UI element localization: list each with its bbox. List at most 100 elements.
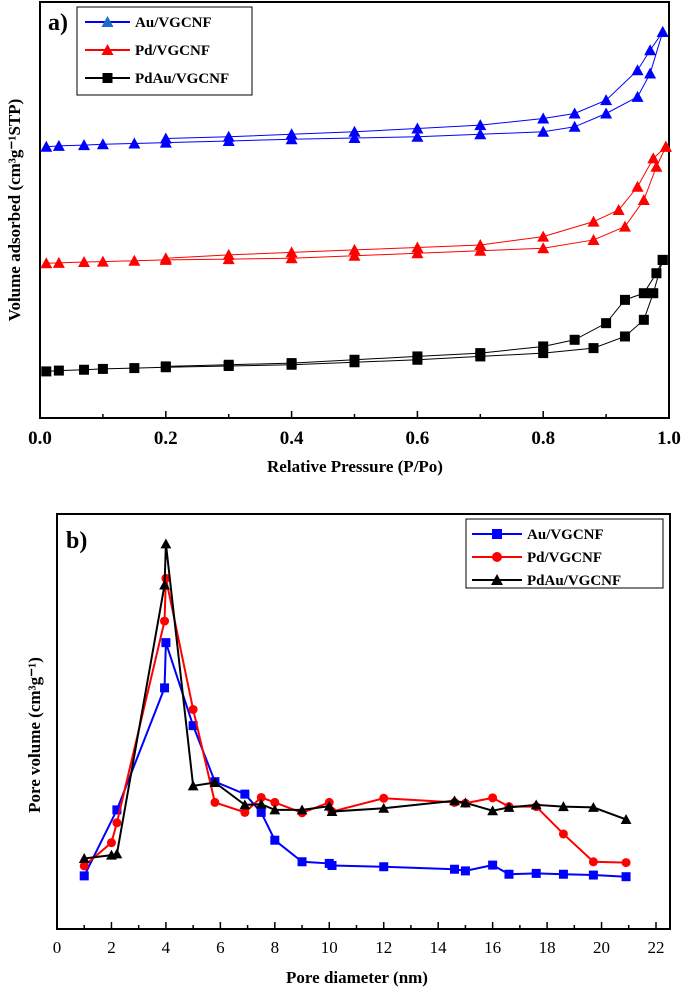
data-point-Au/VGCNF-desorption (348, 125, 361, 137)
panel-a-x-ticks: 0.0 0.2 0.4 0.6 0.8 1.0 (28, 411, 681, 449)
data-point-Au/VGCNF-distribution (270, 835, 280, 845)
panel-b-x-ticks: 0 2 4 6 8 10 12 14 16 18 20 22 (53, 922, 665, 957)
data-point-Pd/VGCNF-adsorption (587, 233, 600, 245)
data-point-Au/VGCNF-desorption (285, 128, 298, 140)
data-point-Au/VGCNF-distribution (297, 857, 307, 867)
data-point-PdAu/VGCNF-desorption (223, 359, 234, 370)
data-point-Au/VGCNF-adsorption (128, 137, 141, 149)
data-point-Au/VGCNF-desorption (411, 122, 424, 134)
data-point-PdAu/VGCNF-distribution (460, 797, 471, 808)
y-axis-label-a: Volume adsorbed (cm³g⁻¹STP) (5, 99, 24, 322)
data-point-Au/VGCNF-distribution (488, 860, 498, 870)
data-point-Pd/VGCNF-distribution (160, 616, 170, 626)
data-point-Au/VGCNF-adsorption (40, 140, 53, 152)
data-point-Pd/VGCNF-desorption (474, 238, 487, 250)
data-point-PdAu/VGCNF-desorption (651, 268, 662, 279)
data-point-Au/VGCNF-desorption (644, 44, 657, 56)
data-point-PdAu/VGCNF-desorption (412, 351, 423, 362)
data-point-Pd/VGCNF-distribution (558, 829, 568, 839)
x-tick-label: 10 (321, 938, 338, 957)
series-line-Pd/VGCNF-adsorption (46, 146, 667, 264)
data-point-Au/VGCNF-distribution (327, 861, 337, 871)
data-point-Pd/VGCNF-adsorption (96, 255, 109, 267)
data-point-Au/VGCNF-distribution (504, 869, 514, 879)
data-point-PdAu/VGCNF-desorption (601, 318, 612, 329)
data-point-Au/VGCNF-adsorption (52, 139, 65, 151)
data-point-Pd/VGCNF-distribution (79, 861, 89, 871)
data-point-PdAu/VGCNF-desorption (657, 254, 668, 265)
legend-label: Au/VGCNF (527, 527, 604, 543)
data-point-PdAu/VGCNF-distribution (487, 805, 499, 816)
data-point-Au/VGCNF-adsorption (644, 67, 657, 79)
data-point-PdAu/VGCNF-adsorption (129, 363, 140, 374)
data-point-Au/VGCNF-distribution (450, 864, 460, 874)
data-point-Pd/VGCNF-distribution (488, 793, 498, 803)
data-point-Pd/VGCNF-distribution (106, 838, 116, 848)
data-point-Pd/VGCNF-distribution (112, 818, 122, 828)
x-tick-label: 8 (271, 938, 280, 957)
data-point-Au/VGCNF-distribution (188, 721, 198, 731)
legend-marker (492, 552, 502, 562)
data-point-PdAu/VGCNF-desorption (638, 288, 649, 299)
data-point-Pd/VGCNF-distribution (621, 858, 631, 868)
data-point-Pd/VGCNF-adsorption (128, 254, 141, 266)
legend-label: PdAu/VGCNF (527, 573, 621, 589)
series-line-Pd/VGCNF-desorption (165, 146, 667, 259)
data-point-Pd/VGCNF-adsorption (537, 242, 550, 254)
data-point-PdAu/VGCNF-desorption (349, 354, 360, 365)
data-point-Au/VGCNF-distribution (112, 805, 122, 815)
data-point-Au/VGCNF-desorption (474, 119, 487, 131)
data-point-Pd/VGCNF-adsorption (618, 220, 631, 232)
data-point-Au/VGCNF-adsorption (631, 90, 644, 102)
data-point-PdAu/VGCNF-distribution (269, 804, 281, 815)
plot-frame-b (56, 513, 671, 930)
data-point-Pd/VGCNF-distribution (240, 807, 250, 817)
series-line-PdAu/VGCNF-desorption (165, 259, 664, 367)
panel-b: 0 2 4 6 8 10 12 14 16 18 20 22 b) Pore diameter (nm… (25, 513, 671, 987)
panel-b-marks (78, 538, 632, 882)
data-point-Pd/VGCNF-distribution (588, 857, 598, 867)
data-point-PdAu/VGCNF-distribution (78, 853, 90, 863)
data-point-PdAu/VGCNF-desorption (569, 334, 580, 345)
x-tick-label: 12 (375, 938, 392, 957)
data-point-PdAu/VGCNF-adsorption (588, 343, 599, 354)
x-tick-label: 2 (107, 938, 116, 957)
data-point-PdAu/VGCNF-distribution (620, 814, 632, 824)
data-point-Au/VGCNF-adsorption (474, 128, 487, 140)
data-point-PdAu/VGCNF-distribution (255, 798, 267, 809)
data-point-Au/VGCNF-distribution (621, 872, 631, 882)
data-point-PdAu/VGCNF-adsorption (53, 365, 64, 376)
x-tick-label: 0.8 (531, 428, 555, 449)
x-tick-label: 0.4 (280, 428, 304, 449)
x-tick-label: 0 (53, 938, 62, 957)
data-point-Au/VGCNF-distribution (558, 869, 568, 879)
data-point-Au/VGCNF-distribution (379, 862, 389, 872)
data-point-Pd/VGCNF-desorption (537, 230, 550, 242)
data-point-Pd/VGCNF-desorption (348, 243, 361, 255)
x-tick-label: 20 (593, 938, 610, 957)
data-point-PdAu/VGCNF-distribution (503, 802, 515, 812)
data-point-Pd/VGCNF-distribution (379, 793, 389, 803)
data-point-PdAu/VGCNF-distribution (326, 806, 338, 817)
data-point-PdAu/VGCNF-distribution (239, 799, 251, 810)
panel-label-a: a) (48, 10, 68, 36)
panel-a-marks (40, 25, 672, 377)
data-point-Au/VGCNF-desorption (159, 132, 172, 144)
series-line-Au/VGCNF-distribution (83, 642, 627, 878)
x-tick-label: 16 (484, 938, 501, 957)
data-point-Pd/VGCNF-adsorption (474, 244, 487, 256)
panel-label-b: b) (66, 528, 87, 554)
data-point-Pd/VGCNF-desorption (647, 152, 660, 164)
data-point-Au/VGCNF-adsorption (96, 138, 109, 150)
x-tick-label: 6 (216, 938, 225, 957)
data-point-Pd/VGCNF-desorption (222, 248, 235, 260)
data-point-PdAu/VGCNF-distribution (530, 799, 542, 810)
data-point-Au/VGCNF-adsorption (600, 107, 613, 119)
data-point-Pd/VGCNF-adsorption (52, 256, 65, 268)
data-point-PdAu/VGCNF-desorption (475, 348, 486, 359)
data-point-Au/VGCNF-adsorption (568, 120, 581, 132)
data-point-PdAu/VGCNF-desorption (619, 294, 630, 305)
data-point-Pd/VGCNF-distribution (256, 792, 266, 802)
data-point-Au/VGCNF-distribution (588, 870, 598, 880)
